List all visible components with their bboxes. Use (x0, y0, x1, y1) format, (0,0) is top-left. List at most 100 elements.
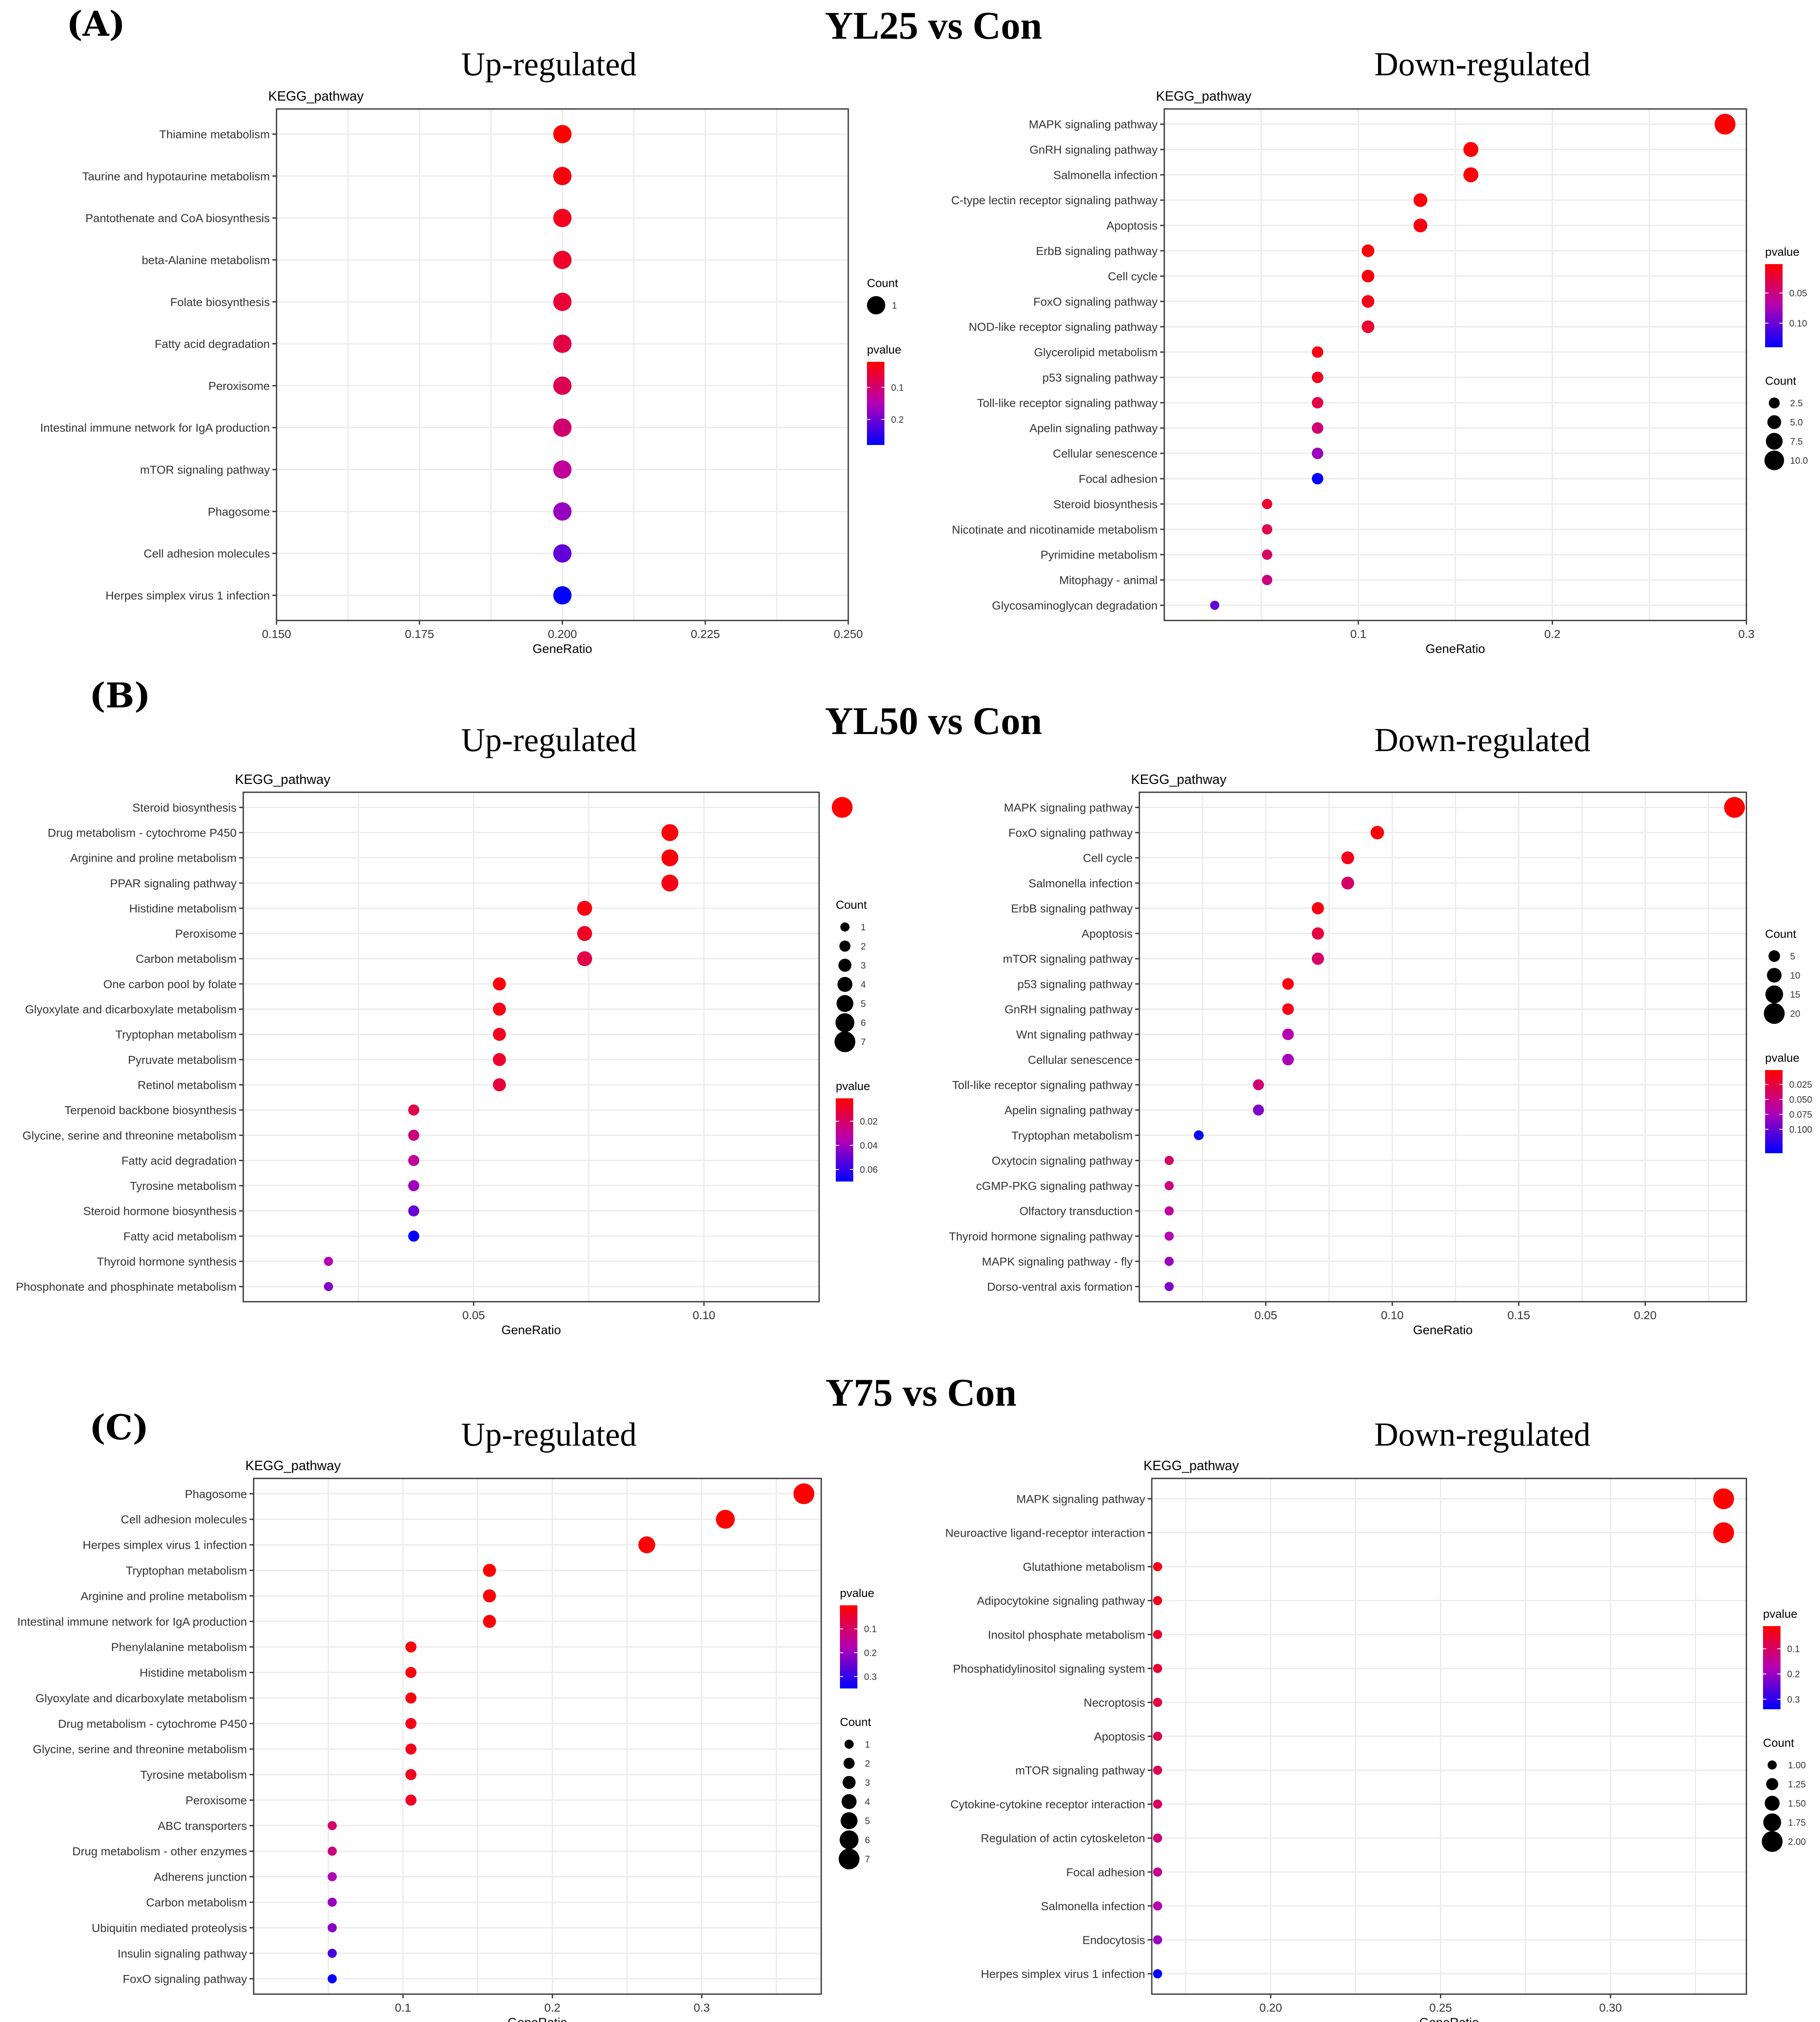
x-tick-label: 0.250 (834, 628, 863, 640)
data-point (1463, 142, 1479, 157)
data-point (327, 1923, 337, 1933)
size-legend-dot (1765, 985, 1783, 1004)
size-legend-label: 6 (865, 1835, 870, 1845)
subtitle-c-up: Up-regulated (461, 1416, 637, 1453)
legend-title: pvalue (1765, 1051, 1800, 1064)
legend-title: pvalue (867, 343, 901, 356)
category-label: Phosphatidylinositol signaling system (953, 1662, 1145, 1675)
data-point (1311, 447, 1324, 459)
category-label: Steroid hormone biosynthesis (83, 1205, 237, 1218)
category-label: cGMP-PKG signaling pathway (976, 1179, 1133, 1192)
data-point (1153, 1867, 1162, 1877)
category-label: Apelin signaling pathway (1005, 1104, 1133, 1117)
data-point (1311, 397, 1324, 409)
x-axis-title: GeneRatio (1419, 2016, 1479, 2022)
data-point (1262, 499, 1272, 509)
category-label: Wnt signaling pathway (1016, 1028, 1133, 1041)
category-label: mTOR signaling pathway (1003, 952, 1133, 965)
category-label: Thiamine metabolism (159, 128, 270, 141)
data-point (553, 460, 572, 479)
data-point (1153, 1800, 1162, 1809)
category-label: ErbB signaling pathway (1036, 245, 1158, 257)
colorbar-label: 0.2 (864, 1648, 877, 1658)
colorbar-label: 0.025 (1789, 1080, 1812, 1090)
data-point (327, 1898, 337, 1907)
category-label: Intestinal immune network for IgA produc… (40, 421, 270, 434)
category-label: Apoptosis (1082, 927, 1133, 940)
data-point (483, 1615, 496, 1628)
category-label: Intestinal immune network for IgA produc… (17, 1615, 247, 1628)
category-label: ErbB signaling pathway (1011, 902, 1133, 915)
x-tick-label: 0.175 (405, 628, 434, 640)
category-label: Cellular senescence (1053, 447, 1158, 460)
category-label: Salmonella infection (1028, 877, 1133, 890)
category-label: Cell adhesion molecules (143, 547, 270, 560)
data-point (405, 1641, 417, 1653)
data-point (1311, 952, 1324, 965)
size-legend-label: 7 (861, 1037, 866, 1047)
category-label: p53 signaling pathway (1042, 371, 1158, 384)
data-point (638, 1536, 655, 1553)
data-point (661, 849, 679, 867)
category-label: Fatty acid metabolism (123, 1230, 237, 1243)
subtitle-b-down: Down-regulated (1374, 722, 1590, 759)
data-point (1164, 1231, 1174, 1241)
size-legend-dot (1768, 950, 1780, 962)
size-legend-label: 7 (865, 1854, 870, 1864)
data-point (324, 1282, 333, 1291)
category-label: Steroid biosynthesis (1053, 498, 1158, 511)
size-legend-label: 1.50 (1788, 1798, 1806, 1809)
category-label: Fatty acid degradation (155, 338, 270, 351)
category-label: Terpenoid backbone biosynthesis (64, 1104, 237, 1117)
x-tick-label: 0.20 (1259, 2001, 1282, 2014)
panel-label-c: (C) (89, 1408, 149, 1448)
x-tick-label: 0.225 (691, 628, 720, 640)
y-axis-title: KEGG_pathway (235, 772, 330, 787)
x-tick-label: 0.05 (1254, 1309, 1277, 1322)
x-tick-label: 0.10 (693, 1309, 716, 1322)
category-label: Tryptophan metabolism (115, 1028, 237, 1041)
data-point (1153, 1901, 1162, 1911)
data-point (1153, 1664, 1162, 1673)
size-legend-dot (840, 1812, 858, 1829)
data-point (408, 1230, 420, 1242)
data-point (1371, 826, 1384, 840)
data-point (1311, 902, 1324, 915)
category-label: Cellular senescence (1028, 1053, 1133, 1066)
data-point (327, 1974, 337, 1984)
pvalue-colorbar (1765, 264, 1783, 347)
size-legend-label: 1.75 (1788, 1817, 1806, 1828)
category-label: Salmonella infection (1053, 168, 1158, 181)
size-legend-dot (835, 1013, 854, 1032)
category-label: FoxO signaling pathway (123, 1973, 247, 1985)
size-legend-dot (840, 1830, 859, 1849)
size-legend-dot (1766, 1778, 1778, 1790)
data-point (1311, 422, 1324, 434)
data-point (1361, 320, 1375, 333)
data-point (408, 1104, 420, 1116)
category-label: Olfactory transduction (1020, 1205, 1133, 1218)
category-label: MAPK signaling pathway - fly (982, 1255, 1133, 1268)
data-point (324, 1256, 333, 1266)
data-point (493, 1002, 506, 1016)
panel-label-a: (A) (67, 4, 126, 44)
legend-title: Count (840, 1715, 871, 1728)
size-legend-dot (838, 959, 852, 972)
category-label: Herpes simplex virus 1 infection (83, 1539, 247, 1552)
size-legend-label: 6 (861, 1018, 866, 1028)
category-label: Pyrimidine metabolism (1040, 549, 1158, 561)
chart-A_down: KEGG_pathway MAPK signaling pathway GnRH s… (951, 89, 1808, 656)
category-label: Histidine metabolism (140, 1666, 247, 1679)
data-point (1262, 549, 1272, 560)
chart-A_up: KEGG_pathway Thiamine metabolism Taurine a… (40, 89, 904, 656)
plot-frame (253, 1478, 822, 1995)
colorbar-label: 0.05 (1789, 288, 1807, 299)
size-legend-label: 15 (1790, 989, 1800, 1000)
size-legend-dot (835, 1031, 855, 1052)
size-legend-dot (1764, 1003, 1785, 1024)
data-point (1253, 1079, 1264, 1090)
data-point (493, 977, 506, 991)
size-legend-label: 1.25 (1788, 1779, 1806, 1790)
category-label: Insulin signaling pathway (118, 1947, 247, 1960)
category-label: Tryptophan metabolism (1011, 1129, 1133, 1142)
